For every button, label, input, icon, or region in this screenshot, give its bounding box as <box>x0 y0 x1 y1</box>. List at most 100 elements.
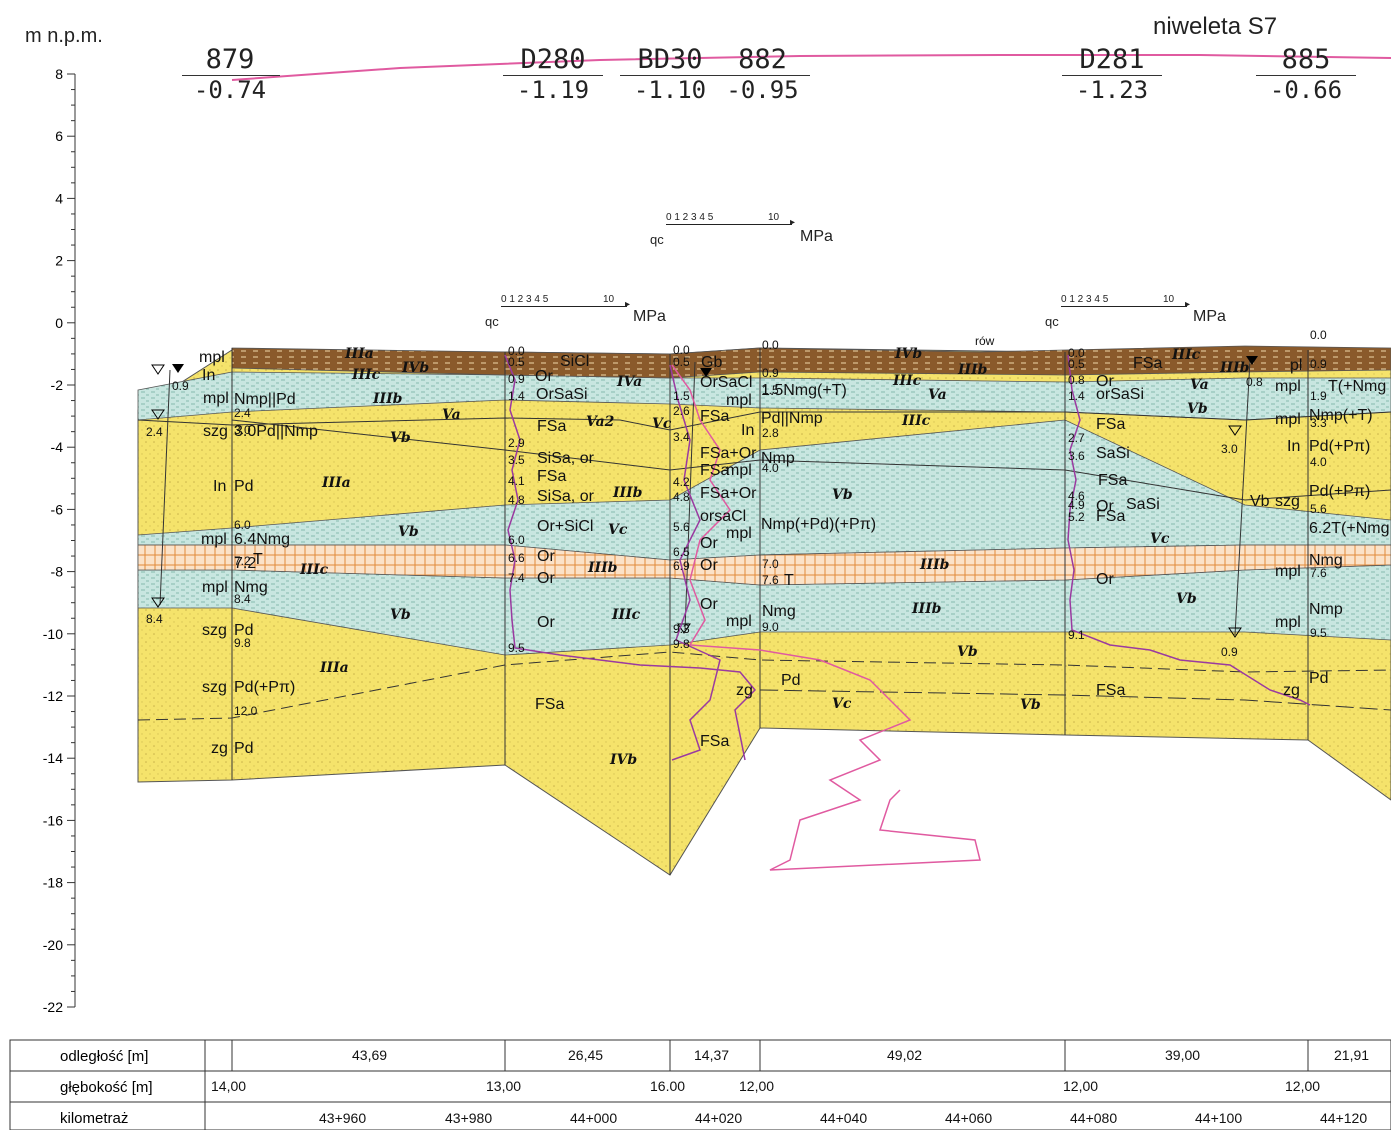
soil-label: Pd(+Pπ) <box>1309 438 1371 455</box>
depth-mark: 2.4 <box>146 425 163 439</box>
depth-mark: 1.9 <box>1310 389 1327 403</box>
depth-mark: 0.9 <box>1310 357 1327 371</box>
table-cell: 44+120 <box>1320 1110 1368 1126</box>
cpt-curve-bd30-b <box>669 364 721 761</box>
table-cell: 14,00 <box>211 1078 247 1094</box>
layer-code: Va <box>1190 377 1209 393</box>
depth-mark: 7.2 <box>234 554 251 568</box>
layer-code: IVb <box>610 752 638 768</box>
depth-mark: 2.6 <box>673 404 690 418</box>
soil-label: Nmp(+Pd)(+Pπ) <box>761 516 877 533</box>
soil-label: SiSa, or <box>537 450 594 467</box>
depth-mark: 8.4 <box>234 592 251 606</box>
table-cell: 12,00 <box>1285 1078 1321 1094</box>
soil-label: SiCl <box>560 353 590 370</box>
table-cell: 43,69 <box>352 1047 388 1063</box>
soil-label: In <box>741 422 755 439</box>
borehole-header-882: 882 -0.95 <box>715 44 810 104</box>
layer-code: Vb <box>1020 697 1041 713</box>
y-tick-label: 2 <box>55 253 63 269</box>
soil-label: Pd <box>1309 670 1329 687</box>
depth-mark: 9.0 <box>762 620 779 634</box>
soil-label: mpl <box>1275 563 1301 580</box>
soil-label: mpl <box>1275 378 1301 395</box>
layer-code: IVb <box>402 360 430 376</box>
depth-mark: 0.8 <box>1246 375 1263 389</box>
depth-mark: 9.1 <box>1068 628 1085 642</box>
borehole-header-d281: D281 -1.23 <box>1062 44 1162 104</box>
water-level-icon <box>151 364 165 375</box>
soil-label: szg <box>203 423 228 440</box>
depth-mark: 4.1 <box>508 474 525 488</box>
soil-label: FSa <box>1098 472 1128 489</box>
layer-peat <box>137 544 1391 586</box>
y-tick-label: -8 <box>51 564 64 580</box>
bottom-table <box>9 1039 1391 1130</box>
layer-code: IIIb <box>373 391 403 407</box>
borehole-header-879: 879 -0.74 <box>180 44 280 104</box>
depth-mark: 9.5 <box>508 641 525 655</box>
water-level-icon <box>1246 356 1258 365</box>
table-cell: 44+020 <box>695 1110 743 1126</box>
soil-label: 1.5Nmg(+T) <box>761 382 847 399</box>
soil-label: T <box>253 551 263 568</box>
layer-code: Vb <box>1187 401 1208 417</box>
soil-label: mpl <box>726 462 752 479</box>
depth-mark: 6.0 <box>508 533 525 547</box>
y-tick-label: 4 <box>55 190 63 206</box>
y-tick-label: -16 <box>43 812 63 828</box>
depth-mark: 3.0 <box>1221 442 1238 456</box>
cpt-curve-d281 <box>1067 354 1311 706</box>
piezometer-line <box>1234 359 1251 636</box>
layer-code: IIIc <box>1172 347 1201 363</box>
borehole-header-885: 885 -0.66 <box>1256 44 1356 104</box>
soil-label: Pd <box>234 478 254 495</box>
depth-mark: 0.0 <box>1310 328 1327 342</box>
y-tick-label: -14 <box>43 750 63 766</box>
table-cell: 44+060 <box>945 1110 993 1126</box>
layer-code: IIIc <box>300 562 329 578</box>
y-tick-label: 8 <box>55 66 63 82</box>
soil-label: mpl <box>201 531 227 548</box>
borehole-elevation: -1.10 <box>633 76 707 104</box>
depth-mark: 4.6 <box>1068 489 1085 503</box>
soil-label: mpl <box>202 579 228 596</box>
table-cell: 12,00 <box>1063 1078 1099 1094</box>
boundary-3 <box>137 651 1391 721</box>
layer-code: IIIc <box>902 413 931 429</box>
soil-label: Nmp <box>761 450 795 467</box>
water-level-icon <box>172 364 184 373</box>
soil-label: FSa <box>1096 508 1126 525</box>
table-cell: 43+960 <box>319 1110 367 1126</box>
soil-label: Or <box>1096 571 1114 588</box>
table-cell: 44+040 <box>820 1110 868 1126</box>
soil-label: mpl <box>726 613 752 630</box>
depth-mark: 7.6 <box>1310 566 1327 580</box>
depth-mark: 2.7 <box>1068 431 1085 445</box>
soil-label: szg <box>202 679 227 696</box>
soil-label: 3.0Pd||Nmp <box>234 423 318 440</box>
y-tick-label: 0 <box>55 315 63 331</box>
soil-label: SaSi <box>1096 445 1130 462</box>
depth-mark: 0.0 <box>1068 346 1085 360</box>
layer-code: IIIb <box>613 485 643 501</box>
layer-code: Vb <box>398 524 419 540</box>
depth-mark: 0.8 <box>1068 373 1085 387</box>
table-cell: 21,91 <box>1334 1047 1370 1063</box>
depth-mark: 0.0 <box>673 343 690 357</box>
piezometer-line <box>159 369 171 606</box>
layer-code: Vb <box>1176 591 1197 607</box>
y-tick-label: -2 <box>51 377 64 393</box>
table-row-label: kilometraż <box>60 1110 129 1127</box>
soil-label: Or <box>537 570 555 587</box>
layer-code: Va <box>928 387 947 403</box>
table-cell: 16.00 <box>650 1078 686 1094</box>
soil-label: Pd(+Pπ) <box>234 679 296 696</box>
depth-mark: 3.4 <box>673 430 690 444</box>
depth-mark: 2.4 <box>234 406 251 420</box>
soil-label: 6.4Nmg <box>234 531 291 548</box>
depth-mark: 7.0 <box>762 557 779 571</box>
layer-code: Vc <box>1150 531 1170 547</box>
soil-label: Or <box>1096 373 1114 390</box>
depth-mark: 0.5 <box>508 355 525 369</box>
